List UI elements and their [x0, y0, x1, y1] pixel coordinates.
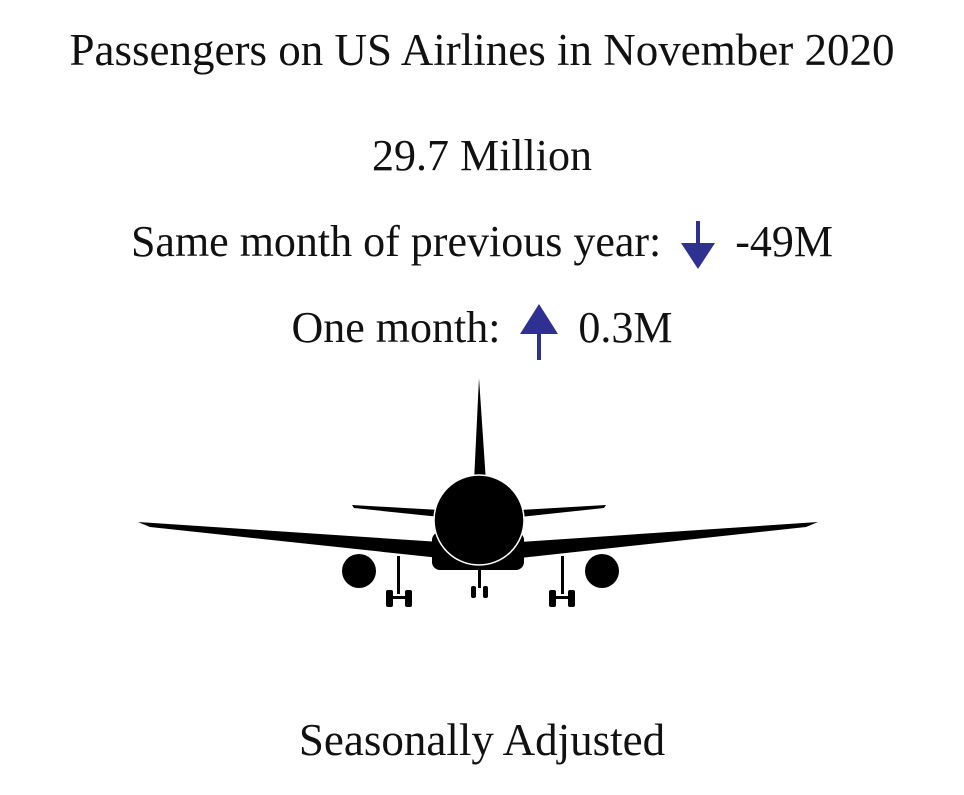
airplane-icon [0, 370, 964, 630]
year-over-year-row: Same month of previous year: -49M [0, 214, 964, 271]
year-over-year-label: Same month of previous year: [130, 217, 662, 266]
month-over-month-label: One month: [291, 303, 501, 352]
arrow-up-icon [519, 303, 559, 360]
headline-value: 29.7 Million [371, 131, 593, 180]
footer-note: Seasonally Adjusted [298, 715, 666, 765]
page-title: Passengers on US Airlines in November 20… [69, 25, 895, 75]
month-over-month-change: 0.3M [578, 303, 673, 352]
month-over-month-row: One month: 0.3M [0, 300, 964, 360]
arrow-down-icon [680, 220, 716, 271]
year-over-year-change: -49M [735, 217, 834, 266]
